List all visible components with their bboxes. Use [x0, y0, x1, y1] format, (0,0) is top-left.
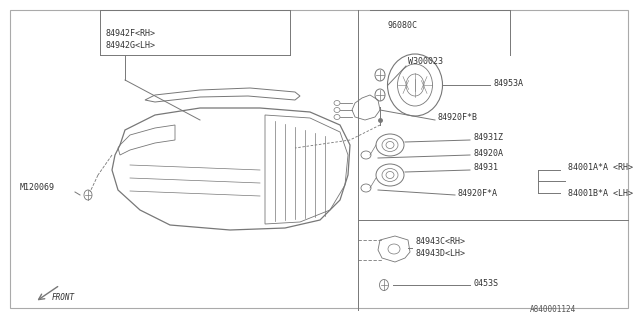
Text: M120069: M120069 — [20, 183, 55, 193]
Text: 84920A: 84920A — [473, 148, 503, 157]
Text: 84001A*A <RH>: 84001A*A <RH> — [568, 164, 633, 172]
Text: 0453S: 0453S — [473, 278, 498, 287]
Text: 84931Z: 84931Z — [473, 133, 503, 142]
Text: 84920F*A: 84920F*A — [458, 188, 498, 197]
Text: FRONT: FRONT — [52, 292, 75, 301]
Text: 84942G<LH>: 84942G<LH> — [105, 41, 155, 50]
Text: 84920F*B: 84920F*B — [438, 114, 478, 123]
Text: 96080C: 96080C — [388, 20, 418, 29]
Text: 84943D<LH>: 84943D<LH> — [415, 250, 465, 259]
Text: 84942F<RH>: 84942F<RH> — [105, 28, 155, 37]
Text: W300023: W300023 — [408, 58, 443, 67]
Text: 84001B*A <LH>: 84001B*A <LH> — [568, 188, 633, 197]
Text: 84943C<RH>: 84943C<RH> — [415, 237, 465, 246]
Text: 84953A: 84953A — [493, 78, 523, 87]
Text: A840001124: A840001124 — [530, 306, 576, 315]
Text: 84931: 84931 — [473, 164, 498, 172]
